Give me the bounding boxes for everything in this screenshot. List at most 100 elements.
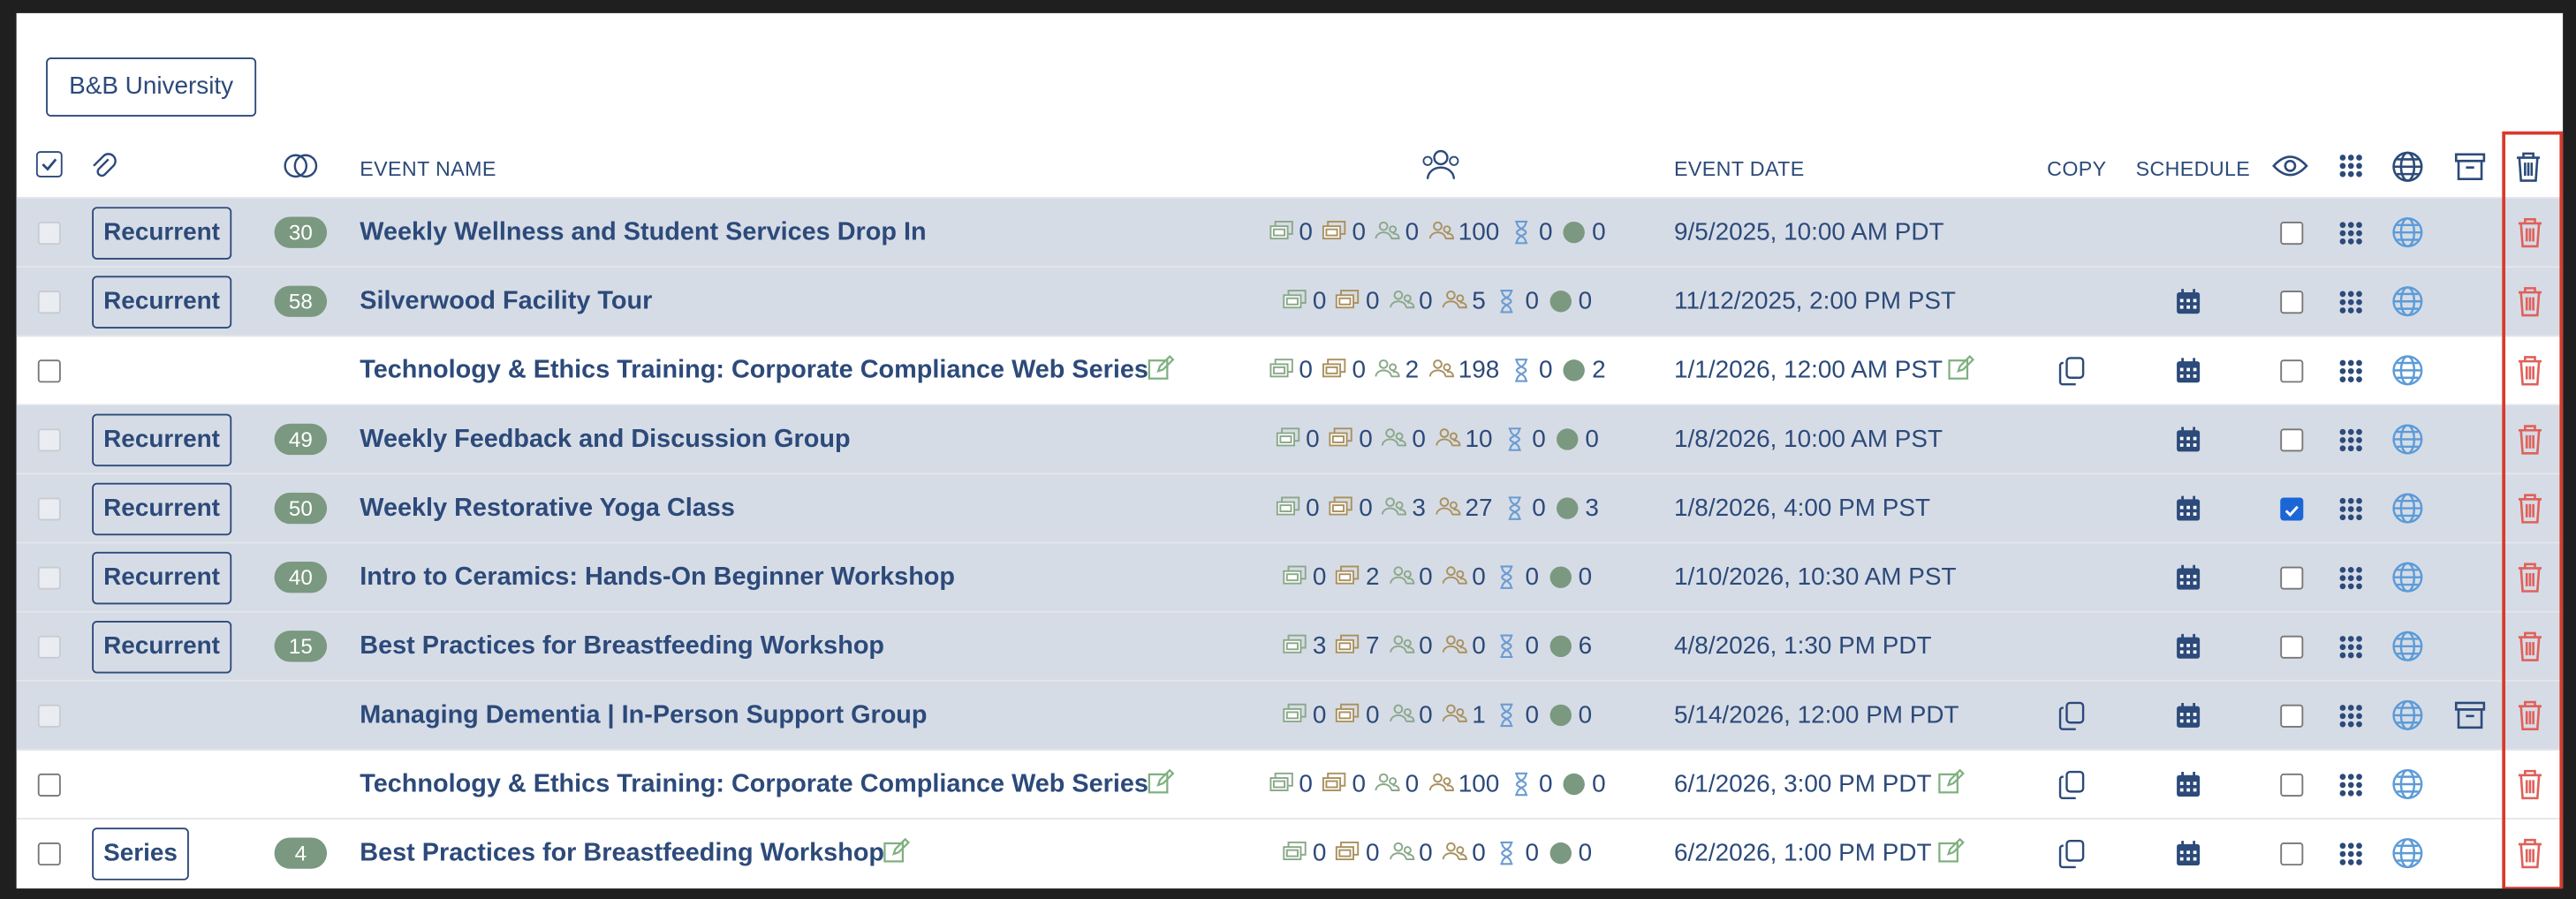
row-checkbox[interactable] <box>37 704 61 728</box>
schedule-icon[interactable] <box>2177 702 2201 728</box>
visibility-checkbox[interactable] <box>2280 497 2304 521</box>
copy-icon-svg <box>2058 357 2085 386</box>
visibility-checkbox[interactable] <box>2280 635 2304 659</box>
event-name[interactable]: Weekly Wellness and Student Services Dro… <box>360 218 927 246</box>
row-checkbox[interactable] <box>37 291 61 314</box>
event-date: 6/1/2026, 3:00 PM PDT <box>1674 768 1965 798</box>
tag[interactable]: Recurrent <box>92 276 231 329</box>
org-button[interactable]: B&B University <box>46 57 257 117</box>
row-checkbox[interactable] <box>37 359 61 383</box>
visibility-checkbox[interactable] <box>2280 773 2304 797</box>
stat-value: 10 <box>1465 425 1493 454</box>
schedule-icon[interactable] <box>2177 358 2201 383</box>
schedule-icon[interactable] <box>2177 841 2201 866</box>
delete-icon[interactable] <box>2517 493 2543 524</box>
event-name[interactable]: Technology & Ethics Training: Corporate … <box>360 768 1175 799</box>
event-name[interactable]: Best Practices for Breastfeeding Worksho… <box>360 837 911 868</box>
stat-icon <box>1561 220 1589 245</box>
globe-icon[interactable] <box>2392 493 2423 524</box>
visibility-checkbox[interactable] <box>2280 704 2304 728</box>
event-name[interactable]: Weekly Restorative Yoga Class <box>360 494 735 523</box>
row-checkbox[interactable] <box>37 428 61 452</box>
copy-icon[interactable] <box>2058 701 2085 730</box>
select-all[interactable] <box>35 151 63 178</box>
globe-icon[interactable] <box>2392 355 2423 386</box>
stat-icon <box>1547 703 1575 728</box>
delete-icon[interactable] <box>2517 562 2543 593</box>
stat-icon <box>1321 358 1349 382</box>
delete-icon[interactable] <box>2517 837 2543 869</box>
stat-value: 0 <box>1359 425 1373 454</box>
event-name[interactable]: Silverwood Facility Tour <box>360 287 653 316</box>
delete-icon[interactable] <box>2517 631 2543 661</box>
event-name[interactable]: Best Practices for Breastfeeding Worksho… <box>360 631 885 661</box>
visibility-checkbox[interactable] <box>2280 566 2304 590</box>
globe-icon[interactable] <box>2392 631 2423 661</box>
grid-icon[interactable] <box>2339 774 2362 797</box>
grid-icon[interactable] <box>2339 359 2362 382</box>
tag[interactable]: Recurrent <box>92 482 231 536</box>
globe-icon[interactable] <box>2392 562 2423 593</box>
delete-icon-svg <box>2518 631 2542 661</box>
archive-icon[interactable] <box>2454 701 2486 729</box>
globe-icon[interactable] <box>2392 216 2423 248</box>
tag[interactable]: Recurrent <box>92 620 231 674</box>
delete-icon[interactable] <box>2517 699 2543 731</box>
visibility-checkbox[interactable] <box>2280 291 2304 314</box>
visibility-checkbox[interactable] <box>2280 428 2304 452</box>
globe-icon[interactable] <box>2392 837 2423 869</box>
grid-icon-svg <box>2339 291 2362 314</box>
globe-icon[interactable] <box>2392 699 2423 730</box>
schedule-icon[interactable] <box>2177 495 2201 521</box>
grid-icon[interactable] <box>2339 428 2362 452</box>
copy-icon[interactable] <box>2058 839 2085 869</box>
schedule-icon[interactable] <box>2177 564 2201 590</box>
schedule-icon[interactable] <box>2177 289 2201 314</box>
row-checkbox[interactable] <box>37 566 61 590</box>
col-event-name[interactable]: EVENT NAME <box>360 157 496 181</box>
event-name[interactable]: Weekly Feedback and Discussion Group <box>360 425 851 454</box>
grid-icon[interactable] <box>2339 566 2362 590</box>
delete-icon[interactable] <box>2517 768 2543 800</box>
row-checkbox[interactable] <box>37 842 61 866</box>
event-name[interactable]: Technology & Ethics Training: Corporate … <box>360 354 1175 386</box>
grid-icon[interactable] <box>2339 222 2362 245</box>
grid-icon-svg <box>2339 497 2362 521</box>
grid-icon[interactable] <box>2339 842 2362 865</box>
tag[interactable]: Series <box>92 827 189 880</box>
event-name[interactable]: Intro to Ceramics: Hands-On Beginner Wor… <box>360 563 956 592</box>
visibility-checkbox[interactable] <box>2280 222 2304 246</box>
count-badge: 15 <box>274 631 328 662</box>
schedule-icon[interactable] <box>2177 633 2201 659</box>
row-checkbox[interactable] <box>37 222 61 246</box>
delete-icon[interactable] <box>2517 286 2543 317</box>
row-checkbox[interactable] <box>37 497 61 521</box>
stat-icon <box>1268 220 1296 245</box>
copy-icon[interactable] <box>2058 357 2085 386</box>
copy-icon[interactable] <box>2058 770 2085 800</box>
grid-icon[interactable] <box>2339 636 2362 659</box>
grid-icon[interactable] <box>2339 291 2362 314</box>
globe-icon[interactable] <box>2392 286 2423 317</box>
grid-icon[interactable] <box>2339 497 2362 521</box>
delete-all-icon[interactable] <box>2515 151 2542 182</box>
col-event-date[interactable]: EVENT DATE <box>1674 157 1805 181</box>
visibility-checkbox[interactable] <box>2280 842 2304 866</box>
row-checkbox[interactable] <box>37 773 61 797</box>
tag[interactable]: Recurrent <box>92 207 231 260</box>
schedule-icon[interactable] <box>2177 772 2201 797</box>
delete-icon[interactable] <box>2517 424 2543 455</box>
delete-icon[interactable] <box>2517 216 2543 248</box>
tag[interactable]: Recurrent <box>92 551 231 605</box>
visibility-checkbox[interactable] <box>2280 359 2304 383</box>
stat-icon <box>1494 703 1522 728</box>
schedule-icon[interactable] <box>2177 427 2201 452</box>
stat-icon <box>1335 289 1363 314</box>
tag[interactable]: Recurrent <box>92 413 231 467</box>
delete-icon[interactable] <box>2517 355 2543 386</box>
event-name[interactable]: Managing Dementia | In-Person Support Gr… <box>360 701 928 729</box>
grid-icon[interactable] <box>2339 705 2362 728</box>
globe-icon[interactable] <box>2392 768 2423 800</box>
row-checkbox[interactable] <box>37 635 61 659</box>
globe-icon[interactable] <box>2392 424 2423 455</box>
